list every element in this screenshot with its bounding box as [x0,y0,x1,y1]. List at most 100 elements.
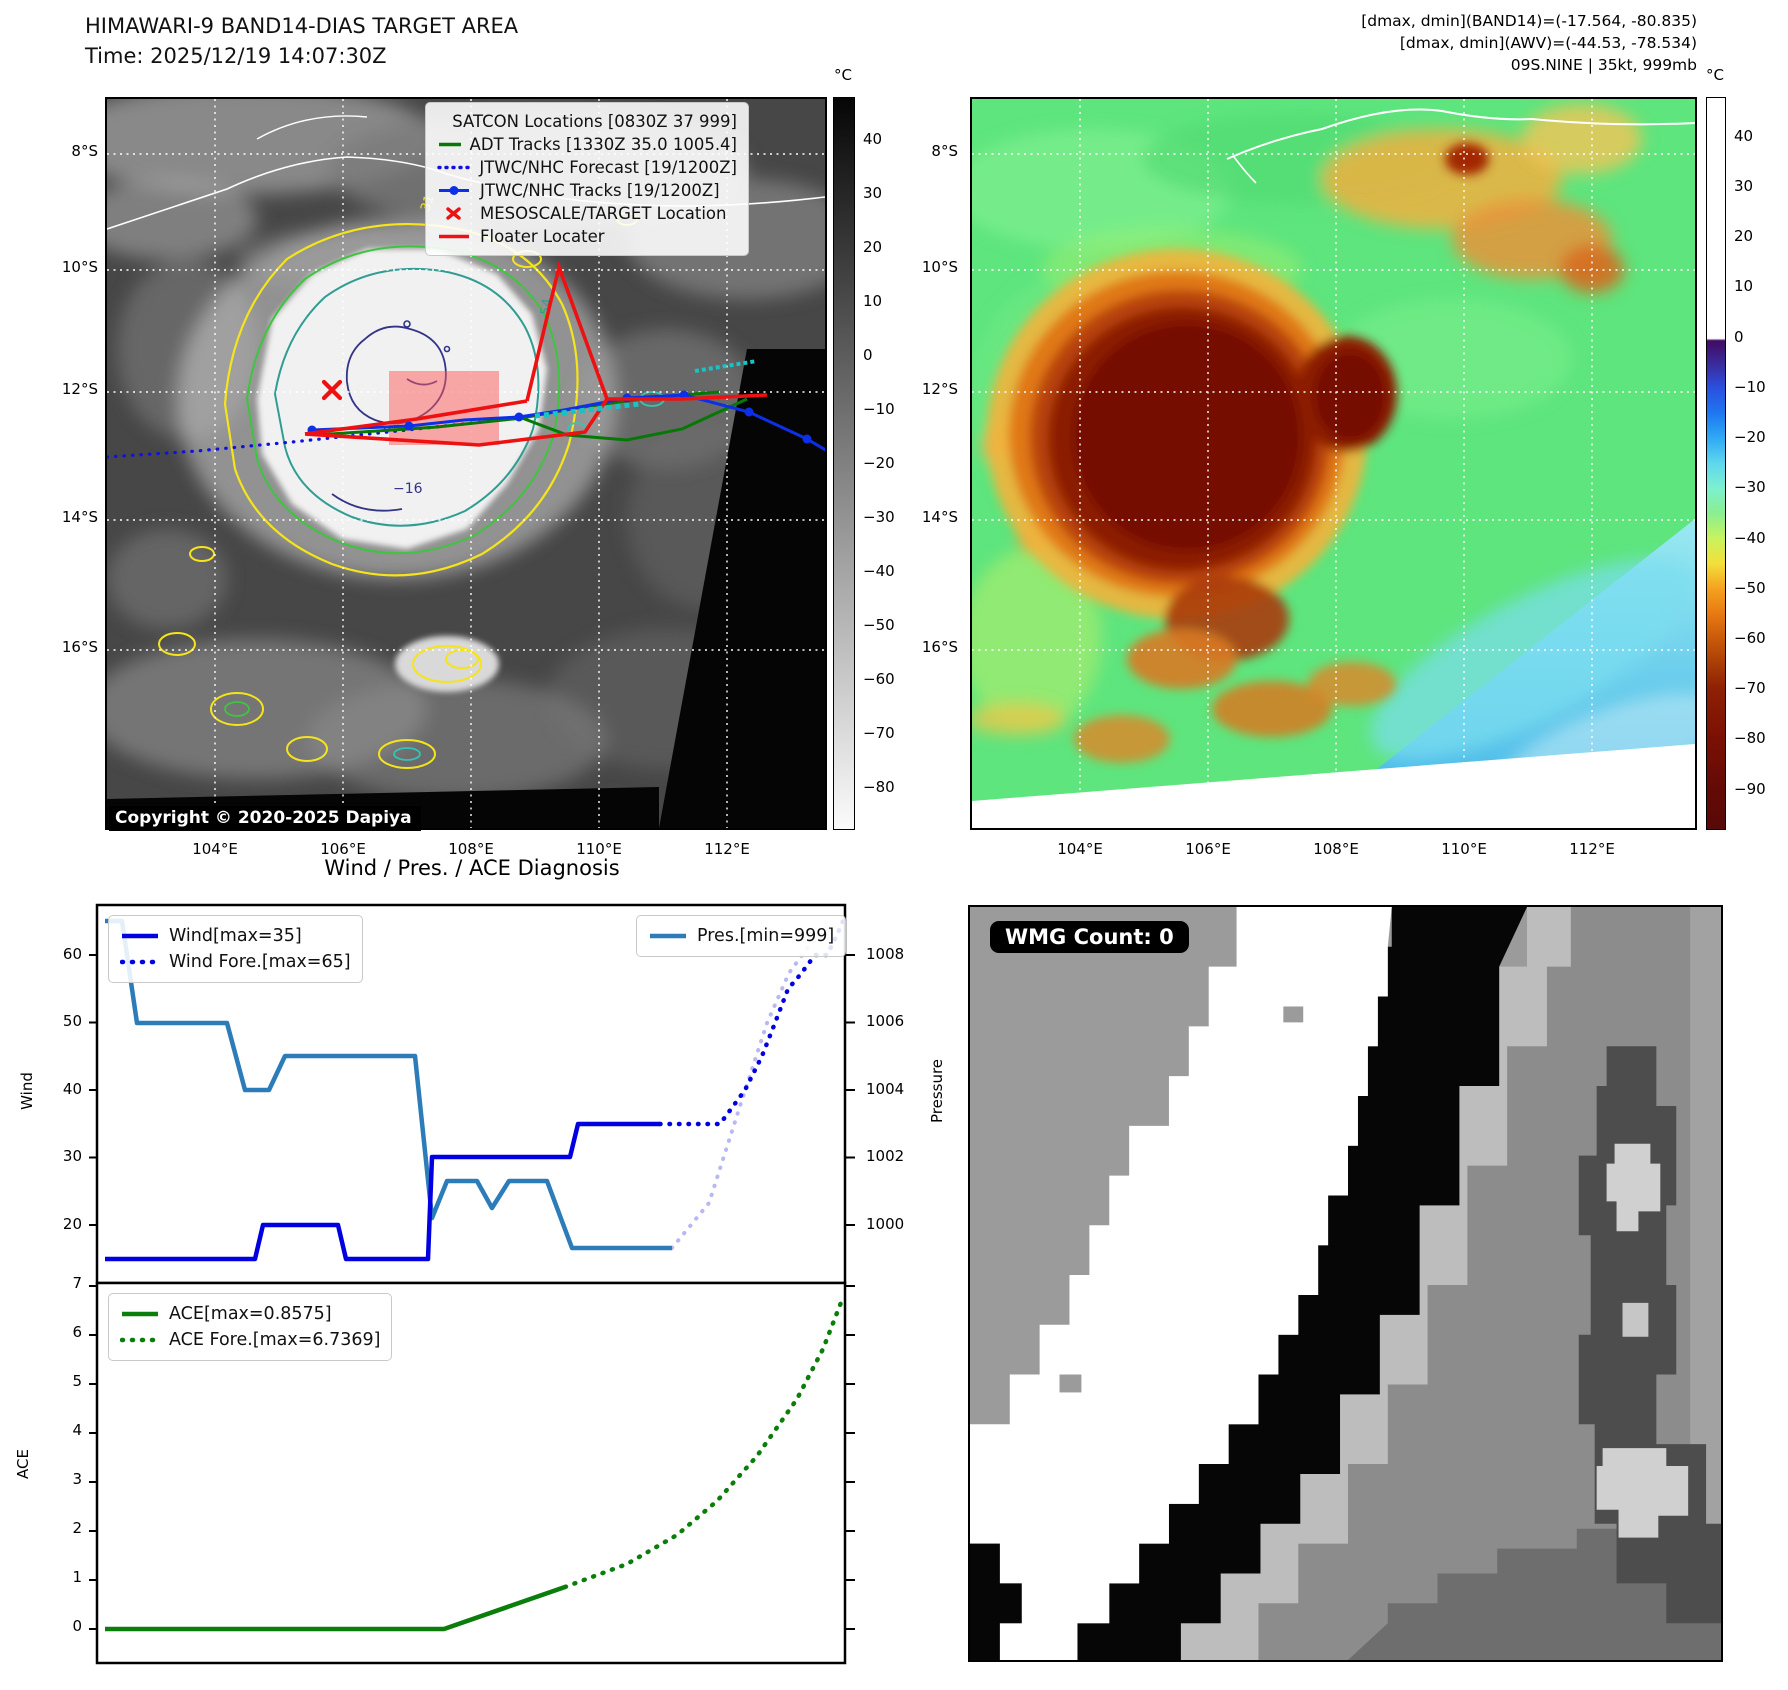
floater-line-4 [304,398,609,447]
green-dotted-line-icon [120,1337,160,1343]
cb-tick: −80 [863,778,895,796]
floater-line-3 [607,393,768,401]
ace-axis-label: ACE [13,1449,32,1479]
colorbar-right-unit: °C [1706,66,1724,84]
cb-tick: 10 [1734,277,1754,295]
page-title: HIMAWARI-9 BAND14-DIAS TARGET AREA [85,14,519,38]
ace-legend-row: ACE[max=0.8575] [120,1301,380,1327]
blue-line-icon [122,933,158,939]
lat-tick: 12°S [921,380,958,398]
legend-row-forecast: JTWC/NHC Forecast [19/1200Z] [437,156,737,179]
cb-tick: −30 [1734,478,1766,496]
lon-tick: 108°E [1313,840,1359,858]
pres-ytick: 1006 [866,1012,905,1030]
awv-map-canvas [972,99,1695,828]
pres-legend-row: Pres.[min=999] [648,923,834,949]
pres-ytick: 1004 [866,1080,905,1098]
contour-label-m16: −16 [393,481,423,497]
lat-tick: 16°S [921,638,958,656]
lat-tick: 8°S [931,142,958,160]
wind-legend: Wind[max=35] Wind Fore.[max=65] [108,915,363,983]
pres-ytick: 1008 [866,945,905,963]
cb-tick: −60 [863,670,895,688]
legend-row-floater: Floater Locater [437,225,737,248]
lon-tick: 112°E [1569,840,1615,858]
cb-tick: −20 [863,454,895,472]
ace-ytick: 3 [72,1470,82,1488]
legend-row-mesoscale: MESOSCALE/TARGET Location [437,202,737,225]
cb-tick: −50 [1734,579,1766,597]
wind-axis-label: Wind [17,1072,36,1110]
satcon-x-icon [437,114,443,129]
lon-tick: 110°E [576,840,622,858]
lat-tick: 10°S [921,258,958,276]
ace-ytick: 4 [72,1421,82,1439]
pres-ytick: 1002 [866,1147,905,1165]
cb-tick: 0 [863,346,873,364]
legend-label: ACE[max=0.8575] [169,1304,332,1324]
wind-ytick: 40 [62,1080,82,1098]
small-cold-spot [1445,143,1489,175]
green-line-icon [439,142,461,147]
pressure-line [105,918,672,1251]
coastline [1226,108,1695,160]
lon-tick: 104°E [1057,840,1103,858]
header-stats: [dmax, dmin](BAND14)=(-17.564, -80.835) … [1361,10,1697,76]
wind-line [105,1121,660,1262]
band14-map-panel: 31 54 −16 [105,97,827,831]
legend-label: MESOSCALE/TARGET Location [480,204,727,223]
adt-track-2 [521,397,748,442]
pres-ytick: 1000 [866,1215,905,1233]
axis-ticks [89,1285,855,1630]
lon-tick: 110°E [1441,840,1487,858]
cb-tick: 20 [1734,227,1754,245]
cb-tick: −40 [1734,529,1766,547]
lat-tick: 16°S [61,638,98,656]
pressure-forecast-line [670,923,837,1250]
red-line-icon [439,234,469,239]
legend-row-tracks: JTWC/NHC Tracks [19/1200Z] [437,179,737,202]
lat-tick: 12°S [61,380,98,398]
wmg-count-badge: WMG Count: 0 [990,921,1189,953]
ace-line [105,1584,566,1632]
teal-line-icon [650,933,686,939]
floater-line-1 [304,399,528,436]
cb-tick: −10 [1734,378,1766,396]
ace-ytick: 0 [72,1617,82,1635]
timestamp: Time: 2025/12/19 14:07:30Z [85,44,387,68]
ace-legend: ACE[max=0.8575] ACE Fore.[max=6.7369] [108,1293,393,1361]
diagnosis-title: Wind / Pres. / ACE Diagnosis [324,856,620,880]
lon-tick: 106°E [1185,840,1231,858]
dmax-band14: [dmax, dmin](BAND14)=(-17.564, -80.835) [1361,12,1697,30]
ace-forecast-line [562,1297,845,1590]
wmg-canvas [970,907,1721,1660]
cb-tick: −90 [1734,780,1766,798]
cb-tick: −20 [1734,428,1766,446]
wind-ytick: 30 [62,1147,82,1165]
blue-line-dot-icon [439,186,469,195]
blue-dotted-line-icon [437,165,471,170]
wind-legend-row: Wind[max=35] [120,923,351,949]
lon-tick: 108°E [448,840,494,858]
legend-label: Pres.[min=999] [697,926,835,946]
cb-tick: 0 [1734,328,1744,346]
wind-ytick: 20 [62,1215,82,1233]
cb-tick: −60 [1734,629,1766,647]
cb-tick: −30 [863,508,895,526]
cb-tick: −70 [1734,679,1766,697]
cb-tick: −50 [863,616,895,634]
ir-contours [158,212,665,769]
lat-tick: 14°S [921,508,958,526]
legend-row-adt: ADT Tracks [1330Z 35.0 1005.4] [437,133,737,156]
map-legend: SATCON Locations [0830Z 37 999] ADT Trac… [425,102,749,256]
ace-ytick: 7 [72,1274,82,1292]
ace-fore-legend-row: ACE Fore.[max=6.7369] [120,1327,380,1353]
red-x-icon [446,207,461,220]
cb-tick: 10 [863,292,883,310]
colorbar-right [1706,97,1726,830]
pres-legend: Pres.[min=999] [636,915,847,957]
lon-tick: 106°E [320,840,366,858]
cb-tick: 20 [863,238,883,256]
cb-tick: 40 [1734,127,1754,145]
legend-label: ADT Tracks [1330Z 35.0 1005.4] [469,135,737,154]
